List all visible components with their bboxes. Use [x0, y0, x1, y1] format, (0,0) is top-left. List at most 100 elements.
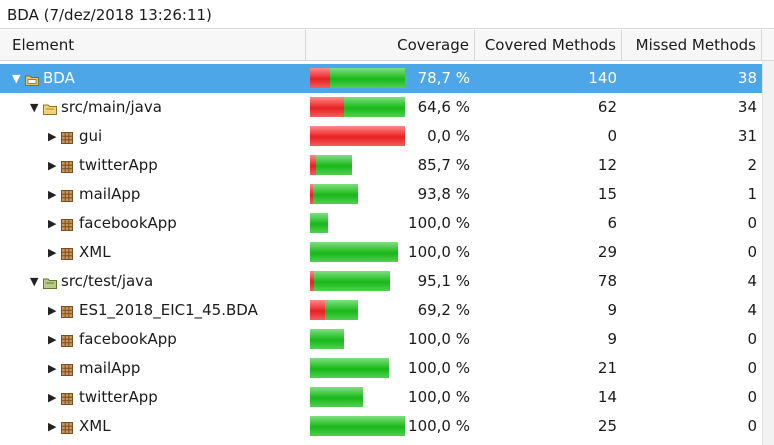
tree-row[interactable]: ▶ ES1_2018_EIC1_45.BDA 69,2 % 9 4	[0, 296, 774, 325]
missed-methods-value: 1	[747, 185, 757, 203]
covered-segment	[310, 242, 398, 262]
coverage-bar	[310, 155, 352, 175]
coverage-percent: 100,0 %	[408, 330, 470, 348]
collapse-arrow-icon[interactable]: ▼	[30, 275, 39, 288]
coverage-bar	[310, 271, 390, 291]
coverage-percent: 69,2 %	[417, 301, 470, 319]
missed-segment	[310, 184, 313, 204]
covered-segment	[310, 358, 389, 378]
table-header: Element Coverage Covered Methods Missed …	[0, 30, 774, 61]
element-name: gui	[79, 127, 103, 145]
expand-arrow-icon[interactable]: ▶	[48, 159, 57, 172]
covered-methods-value: 9	[607, 301, 617, 319]
collapse-arrow-icon[interactable]: ▼	[12, 72, 21, 85]
covered-methods-value: 25	[597, 417, 617, 435]
column-header-element[interactable]: Element	[0, 30, 306, 60]
expand-arrow-icon[interactable]: ▶	[48, 362, 57, 375]
project-folder-icon	[25, 72, 39, 86]
expand-arrow-icon[interactable]: ▶	[48, 304, 57, 317]
element-name: mailApp	[79, 359, 141, 377]
coverage-bar	[310, 300, 358, 320]
view-title: BDA (7/dez/2018 13:26:11)	[0, 0, 774, 29]
package-icon	[61, 391, 75, 405]
expand-arrow-icon[interactable]: ▶	[48, 333, 57, 346]
covered-methods-value: 12	[597, 156, 617, 174]
tree-row[interactable]: ▶ twitterApp 85,7 % 12 2	[0, 151, 774, 180]
covered-methods-value: 0	[607, 127, 617, 145]
covered-segment	[310, 329, 344, 349]
element-name: src/main/java	[61, 98, 162, 116]
element-name: twitterApp	[79, 388, 158, 406]
expand-arrow-icon[interactable]: ▶	[48, 217, 57, 230]
missed-methods-value: 0	[747, 330, 757, 348]
element-name: facebookApp	[79, 214, 177, 232]
column-header-coverage[interactable]: Coverage	[306, 30, 475, 60]
coverage-bar	[310, 329, 344, 349]
vertical-scrollbar[interactable]	[762, 61, 774, 445]
element-name: XML	[79, 243, 111, 261]
missed-methods-value: 34	[737, 98, 757, 116]
tree-row[interactable]: ▶ XML 100,0 % 25 0	[0, 412, 774, 441]
coverage-percent: 100,0 %	[408, 417, 470, 435]
tree-row[interactable]: ▶ facebookApp 100,0 % 9 0	[0, 325, 774, 354]
covered-segment	[313, 184, 358, 204]
covered-segment	[310, 416, 405, 436]
covered-segment	[316, 155, 352, 175]
tree-row[interactable]: ▶ facebookApp 100,0 % 6 0	[0, 209, 774, 238]
missed-methods-value: 4	[747, 272, 757, 290]
missed-methods-value: 0	[747, 388, 757, 406]
package-icon	[61, 188, 75, 202]
coverage-bar	[310, 358, 389, 378]
tree-row[interactable]: ▶ mailApp 100,0 % 21 0	[0, 354, 774, 383]
tree-row[interactable]: ▶ twitterApp 100,0 % 14 0	[0, 383, 774, 412]
element-name: mailApp	[79, 185, 141, 203]
missed-methods-value: 31	[737, 127, 757, 145]
missed-methods-value: 0	[747, 359, 757, 377]
element-name: twitterApp	[79, 156, 158, 174]
coverage-percent: 64,6 %	[417, 98, 470, 116]
element-name: ES1_2018_EIC1_45.BDA	[79, 301, 258, 319]
coverage-bar	[310, 126, 405, 146]
covered-segment	[325, 300, 358, 320]
tree-row[interactable]: ▼ src/main/java 64,6 % 62 34	[0, 93, 774, 122]
coverage-percent: 85,7 %	[417, 156, 470, 174]
expand-arrow-icon[interactable]: ▶	[48, 188, 57, 201]
expand-arrow-icon[interactable]: ▶	[48, 420, 57, 433]
package-icon	[61, 304, 75, 318]
coverage-percent: 100,0 %	[408, 359, 470, 377]
expand-arrow-icon[interactable]: ▶	[48, 130, 57, 143]
tree-row[interactable]: ▼ src/test/java 95,1 % 78 4	[0, 267, 774, 296]
covered-methods-value: 9	[607, 330, 617, 348]
covered-methods-value: 6	[607, 214, 617, 232]
element-name: BDA	[43, 69, 75, 87]
view-title-text: BDA (7/dez/2018 13:26:11)	[7, 6, 212, 24]
package-icon	[61, 246, 75, 260]
missed-methods-value: 0	[747, 243, 757, 261]
missed-methods-value: 0	[747, 214, 757, 232]
covered-segment	[310, 387, 363, 407]
missed-segment	[310, 97, 344, 117]
collapse-arrow-icon[interactable]: ▼	[30, 101, 39, 114]
missed-methods-value: 4	[747, 301, 757, 319]
expand-arrow-icon[interactable]: ▶	[48, 391, 57, 404]
coverage-bar	[310, 97, 405, 117]
tree-row[interactable]: ▶ XML 100,0 % 29 0	[0, 238, 774, 267]
coverage-bar	[310, 213, 328, 233]
tree-row[interactable]: ▼ BDA 78,7 % 140 38	[0, 64, 774, 93]
expand-arrow-icon[interactable]: ▶	[48, 246, 57, 259]
coverage-percent: 93,8 %	[417, 185, 470, 203]
tree-row[interactable]: ▶ mailApp 93,8 % 15 1	[0, 180, 774, 209]
package-icon	[61, 420, 75, 434]
covered-methods-value: 78	[597, 272, 617, 290]
covered-segment	[314, 271, 390, 291]
column-header-missed-methods[interactable]: Missed Methods	[622, 30, 762, 60]
tree-row[interactable]: ▶ gui 0,0 % 0 31	[0, 122, 774, 151]
coverage-percent: 100,0 %	[408, 388, 470, 406]
missed-segment	[310, 300, 325, 320]
covered-methods-value: 29	[597, 243, 617, 261]
package-icon	[61, 333, 75, 347]
coverage-percent: 0,0 %	[427, 127, 470, 145]
column-header-covered-methods[interactable]: Covered Methods	[475, 30, 622, 60]
element-name: XML	[79, 417, 111, 435]
covered-methods-value: 21	[597, 359, 617, 377]
